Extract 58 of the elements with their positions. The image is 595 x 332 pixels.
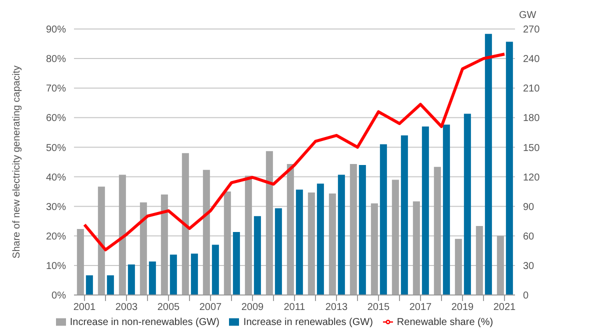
x-tick-label: 2017: [409, 302, 432, 314]
y2-axis-title: GW: [519, 10, 537, 21]
y-tick-label: 20%: [46, 231, 66, 242]
bar: [128, 264, 135, 295]
bar: [86, 275, 93, 295]
x-tick-label: 2011: [284, 302, 306, 314]
x-tick-label: 2007: [199, 302, 222, 314]
y-tick-label: 70%: [46, 84, 66, 95]
x-tick-label: 2005: [157, 302, 180, 314]
y-tick-label: 30%: [46, 202, 66, 213]
bar: [106, 275, 114, 295]
bar: [254, 216, 261, 295]
bar: [506, 42, 513, 295]
bar: [380, 144, 387, 295]
bar: [422, 126, 429, 295]
bar: [190, 254, 198, 295]
y2-tick-label: 210: [523, 84, 540, 95]
bar: [464, 114, 471, 295]
y2-tick-label: 30: [523, 260, 535, 272]
bar: [296, 190, 303, 295]
y-tick-label: 80%: [46, 54, 66, 66]
bar: [358, 164, 366, 295]
y2-tick-label: 150: [523, 142, 540, 154]
y-tick-label: 40%: [46, 172, 66, 184]
y-tick-label: 0%: [52, 290, 66, 302]
bar: [484, 34, 492, 295]
bar: [338, 174, 345, 295]
bar: [212, 244, 219, 295]
bar: [400, 135, 408, 295]
x-tick-label: 2009: [241, 302, 264, 314]
bar: [148, 262, 156, 295]
bar: [274, 208, 282, 295]
legend-label: Renewable share (%): [396, 317, 494, 328]
x-tick-label: 2015: [367, 302, 390, 314]
y2-tick-label: 120: [523, 172, 540, 184]
y-tick-label: 90%: [46, 24, 66, 36]
y-tick-label: 50%: [46, 142, 66, 154]
x-tick-label: 2001: [73, 302, 96, 314]
y2-tick-label: 0: [523, 290, 529, 302]
y-axis-title: Share of new electricity generating capacity: [12, 66, 23, 258]
y2-tick-label: 60: [523, 231, 535, 242]
legend-label: Increase in renewables (GW): [243, 317, 373, 328]
x-tick-label: 2003: [115, 302, 138, 314]
y-tick-label: 10%: [46, 260, 66, 272]
line-series: [83, 52, 506, 252]
y2-tick-label: 240: [523, 54, 540, 66]
x-tick-label: 2021: [493, 302, 516, 314]
bar: [316, 184, 324, 295]
legend-label: Increase in non-renewables (GW): [70, 317, 220, 328]
bar: [170, 254, 177, 295]
y2-tick-label: 270: [523, 24, 540, 36]
y2-tick-label: 180: [523, 113, 540, 124]
y2-tick-label: 90: [523, 202, 535, 213]
bar: [442, 124, 450, 295]
x-tick-label: 2013: [325, 302, 348, 314]
x-tick-label: 2019: [451, 302, 474, 314]
y-tick-label: 60%: [46, 113, 66, 124]
bar: [232, 232, 240, 295]
